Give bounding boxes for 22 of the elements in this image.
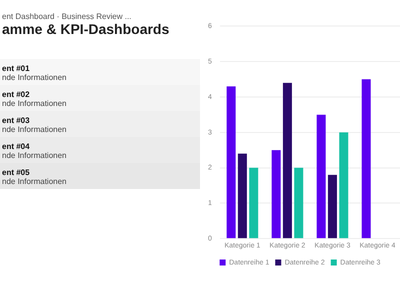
text: nde Informationen [2, 99, 68, 108]
bar [328, 174, 337, 238]
bar [238, 154, 247, 238]
text: ent Dashboard · Business Review ... [1, 12, 132, 21]
text: ent #04 [2, 142, 31, 151]
bar [282, 82, 292, 238]
text: nde Informationen [2, 73, 68, 82]
bar [272, 150, 281, 238]
bar [294, 168, 304, 238]
text: ent #02 [2, 90, 31, 99]
text: nde Informationen [2, 125, 68, 134]
bar [362, 79, 371, 238]
text: amme & KPI-Dashboards [1, 21, 170, 37]
bar [339, 132, 348, 238]
bar [249, 168, 258, 238]
bar [226, 86, 236, 238]
text: ent #05 [2, 168, 31, 177]
text: nde Informationen [2, 177, 68, 186]
text: ent #01 [2, 64, 31, 73]
bar [316, 114, 326, 238]
text: nde Informationen [2, 151, 68, 160]
text: ent #03 [2, 116, 31, 125]
